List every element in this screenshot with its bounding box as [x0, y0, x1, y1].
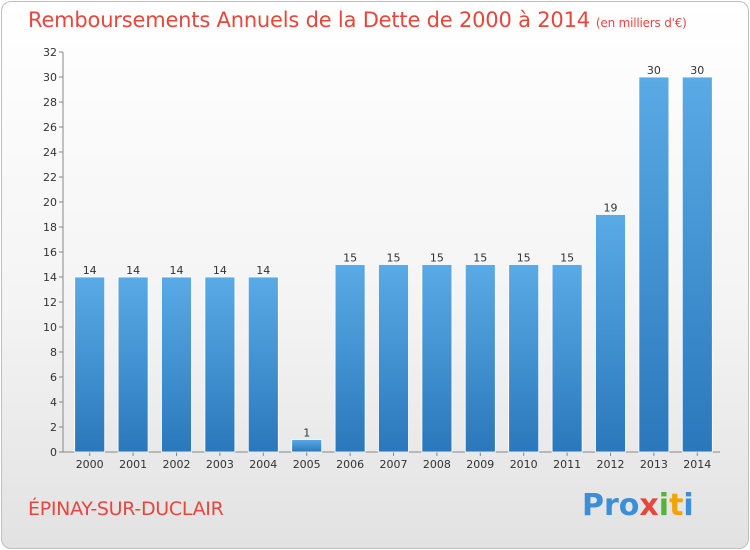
- logo-part-2: x: [639, 488, 659, 523]
- bar-2009: [464, 264, 496, 453]
- bars: [74, 76, 713, 453]
- x-tick-label-2000: 2000: [76, 458, 104, 471]
- data-label-2005: 1: [303, 427, 310, 440]
- x-tick-label-2009: 2009: [466, 458, 494, 471]
- data-label-2003: 14: [213, 264, 227, 277]
- commune-name: ÉPINAY-SUR-DUCLAIR: [28, 498, 224, 520]
- logo-part-5: i: [683, 488, 694, 523]
- bar-2000: [74, 276, 106, 453]
- y-tick-label: 10: [43, 321, 57, 334]
- y-tick-label: 32: [43, 46, 57, 59]
- data-label-2011: 15: [560, 252, 574, 265]
- x-tick-label-2008: 2008: [423, 458, 451, 471]
- logo-part-4: t: [669, 488, 684, 523]
- bar-2004: [247, 276, 279, 453]
- x-tick-label-2004: 2004: [249, 458, 277, 471]
- y-tick-label: 24: [43, 146, 57, 159]
- y-tick-label: 22: [43, 171, 57, 184]
- data-label-2007: 15: [387, 252, 401, 265]
- data-label-2008: 15: [430, 252, 444, 265]
- bar-2002: [161, 276, 192, 453]
- bar-2011: [551, 264, 583, 453]
- data-label-2000: 14: [83, 264, 97, 277]
- bar-2005: [291, 439, 323, 453]
- y-tick-label: 18: [43, 221, 57, 234]
- logo-part-3: i: [658, 488, 670, 523]
- x-tick-label-2005: 2005: [293, 458, 321, 471]
- y-tick-label: 30: [43, 71, 57, 84]
- data-label-2012: 19: [604, 202, 618, 215]
- data-label-2013: 30: [647, 64, 661, 77]
- chart-title-text: Remboursements Annuels de la Dette de 20…: [28, 8, 590, 32]
- x-tick-label-2013: 2013: [640, 458, 668, 471]
- bar-2014: [681, 76, 713, 453]
- proxiti-logo[interactable]: Proxiti: [582, 488, 694, 523]
- data-label-2002: 14: [170, 264, 184, 277]
- data-label-2009: 15: [473, 252, 487, 265]
- x-tick-label-2006: 2006: [336, 458, 364, 471]
- bar-2006: [334, 264, 366, 453]
- y-tick-label: 6: [50, 371, 57, 384]
- x-tick-label-2012: 2012: [597, 458, 625, 471]
- x-tick-label-2003: 2003: [206, 458, 234, 471]
- bar-2003: [204, 276, 236, 453]
- data-label-2004: 14: [256, 264, 270, 277]
- data-label-2010: 15: [517, 252, 531, 265]
- bar-2007: [378, 264, 409, 453]
- x-tick-label-2010: 2010: [510, 458, 538, 471]
- bar-2010: [508, 264, 540, 453]
- x-tick-label-2014: 2014: [683, 458, 711, 471]
- bar-2012: [595, 214, 626, 453]
- data-label-2001: 14: [126, 264, 140, 277]
- data-label-2006: 15: [343, 252, 357, 265]
- y-tick-label: 4: [50, 396, 57, 409]
- y-tick-label: 8: [50, 346, 57, 359]
- y-tick-label: 26: [43, 121, 57, 134]
- y-tick-label: 0: [50, 446, 57, 459]
- x-tick-label-2001: 2001: [119, 458, 147, 471]
- bar-2008: [421, 264, 453, 453]
- y-tick-label: 14: [43, 271, 57, 284]
- chart-title: Remboursements Annuels de la Dette de 20…: [28, 8, 687, 32]
- data-label-2014: 30: [690, 64, 704, 77]
- chart-unit: (en milliers d'€): [595, 16, 687, 30]
- y-tick-label: 12: [43, 296, 57, 309]
- x-tick-label-2002: 2002: [163, 458, 191, 471]
- y-tick-label: 2: [50, 421, 57, 434]
- x-tick-label-2007: 2007: [380, 458, 408, 471]
- bar-2013: [638, 76, 670, 453]
- y-tick-label: 16: [43, 246, 57, 259]
- logo-part-1: Pro: [582, 488, 640, 523]
- y-tick-label: 28: [43, 96, 57, 109]
- data-labels: 14 14 14 14 14 1 15 15 15 15 15 15 19 30 30: [83, 64, 705, 440]
- y-tick-label: 20: [43, 196, 57, 209]
- x-tick-label-2011: 2011: [553, 458, 581, 471]
- bar-2001: [117, 276, 149, 453]
